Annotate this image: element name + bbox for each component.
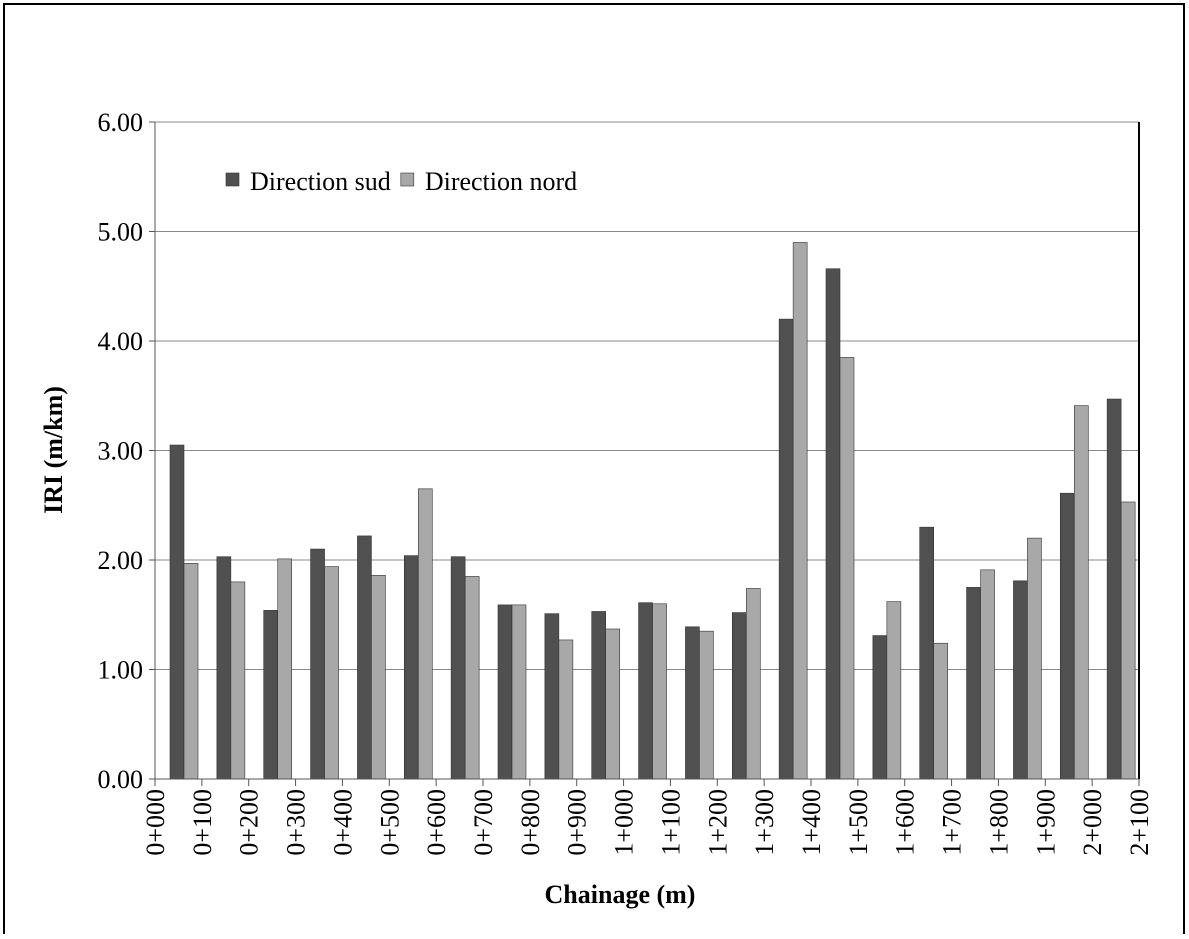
bar <box>464 576 480 780</box>
x-tick-label: 0+100 <box>188 789 217 856</box>
x-tick-label: 1+100 <box>656 789 685 856</box>
y-tick-label: 6.00 <box>98 108 144 137</box>
y-tick-label: 5.00 <box>98 218 144 247</box>
x-tick-label: 2+000 <box>1078 789 1107 856</box>
bar <box>652 603 667 780</box>
bar <box>403 555 419 780</box>
x-tick-label: 1+200 <box>703 789 732 856</box>
bar <box>685 626 700 780</box>
bar <box>1013 580 1028 780</box>
legend-label: Direction sud <box>250 167 391 196</box>
y-tick-label: 0.00 <box>98 765 144 794</box>
bar <box>792 242 808 780</box>
bar <box>544 613 560 780</box>
x-axis-title: Chainage (m) <box>545 880 696 909</box>
chart-border <box>3 3 1185 939</box>
legend-swatch <box>225 172 240 187</box>
x-tick-label: 1+900 <box>1031 789 1060 856</box>
bar <box>169 444 185 780</box>
bar <box>1027 537 1042 780</box>
x-tick-label: 0+600 <box>422 789 451 856</box>
bar <box>263 610 279 780</box>
bar <box>324 566 339 780</box>
bar <box>1059 492 1075 780</box>
x-tick-label: 1+500 <box>844 789 873 856</box>
bar <box>825 268 841 780</box>
bar <box>933 642 949 780</box>
bar <box>310 548 325 780</box>
bar <box>966 587 981 780</box>
x-tick-label: 0+900 <box>563 789 592 856</box>
x-tick-label: 1+800 <box>984 789 1013 856</box>
x-tick-label: 0+500 <box>375 789 404 856</box>
x-tick-label: 0+000 <box>141 789 170 856</box>
y-tick-label: 2.00 <box>98 546 144 575</box>
bar <box>980 569 995 780</box>
y-tick-label: 4.00 <box>98 327 144 356</box>
bar <box>638 602 653 780</box>
bar <box>497 604 513 780</box>
x-tick-label: 0+200 <box>235 789 264 856</box>
bar <box>277 558 293 780</box>
x-tick-label: 0+800 <box>516 789 545 856</box>
x-tick-label: 1+400 <box>797 789 826 856</box>
y-axis-title: IRI (m/km) <box>39 386 68 514</box>
x-tick-label: 0+700 <box>469 789 498 856</box>
x-tick-label: 1+700 <box>938 789 967 856</box>
legend-swatch <box>400 172 415 187</box>
y-tick-label: 1.00 <box>98 656 144 685</box>
x-tick-label: 1+600 <box>891 789 920 856</box>
x-tick-label: 0+400 <box>328 789 357 856</box>
bar <box>745 588 761 780</box>
bar <box>1120 501 1136 780</box>
bar <box>699 630 714 780</box>
bar <box>183 562 199 780</box>
x-tick-label: 2+100 <box>1125 789 1154 856</box>
y-tick-label: 3.00 <box>98 437 144 466</box>
x-tick-label: 0+300 <box>282 789 311 856</box>
bar <box>591 611 607 780</box>
bar <box>216 556 232 780</box>
bar <box>731 612 747 780</box>
bar <box>417 488 433 780</box>
bar <box>230 581 246 780</box>
bar <box>558 639 574 780</box>
bar <box>371 575 386 780</box>
bar <box>839 357 855 780</box>
bar <box>450 556 466 780</box>
bar <box>778 318 794 780</box>
bar <box>511 604 527 780</box>
bar <box>919 526 935 780</box>
bar <box>357 535 372 780</box>
x-tick-label: 1+000 <box>610 789 639 856</box>
x-tick-label: 1+300 <box>750 789 779 856</box>
bar <box>872 635 888 780</box>
bar <box>886 601 902 780</box>
bar <box>605 628 621 780</box>
bar <box>1073 405 1089 780</box>
bar <box>1106 398 1122 780</box>
legend-label: Direction nord <box>425 167 577 196</box>
